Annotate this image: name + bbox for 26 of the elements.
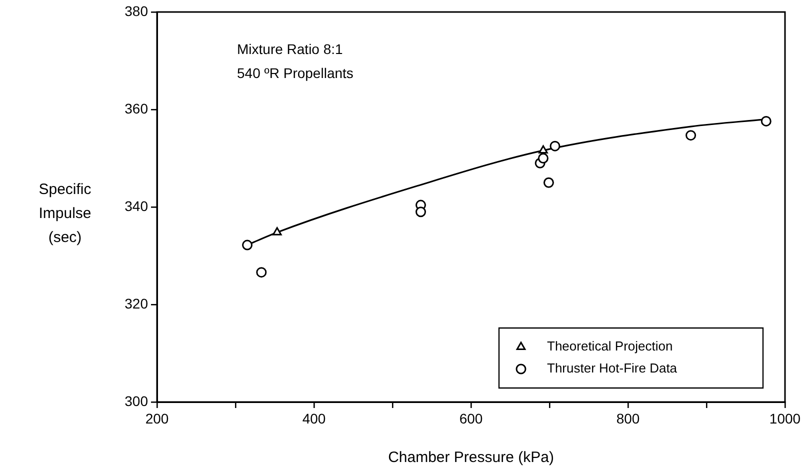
legend-label: Thruster Hot-Fire Data: [547, 360, 678, 376]
point: [550, 140, 560, 152]
annotation: Mixture Ratio 8:1: [237, 40, 344, 57]
point: [256, 267, 267, 278]
point: [543, 177, 554, 188]
y-tick-label: 300: [124, 392, 148, 409]
point: [760, 116, 772, 126]
point: [242, 240, 253, 250]
y-tick-label: 360: [124, 100, 148, 116]
point: [272, 227, 282, 236]
x-tick-label: 800: [616, 410, 640, 426]
point: [686, 130, 696, 141]
x-tick-label: 1000: [769, 410, 801, 426]
annotation: 540 ºR Propellants: [237, 64, 354, 81]
y-tick-label: 380: [124, 2, 148, 19]
y-tick-label: 320: [124, 295, 148, 312]
point: [538, 145, 548, 154]
x-tick-label: 200: [145, 410, 169, 426]
y-tick-label: 340: [124, 198, 148, 214]
legend-label: Theoretical Projection: [547, 338, 673, 354]
x-tick-label: 600: [459, 410, 483, 426]
x-axis-title: Chamber Pressure (kPa): [388, 449, 554, 466]
x-tick-label: 400: [302, 410, 326, 426]
point: [538, 153, 548, 164]
point: [416, 206, 426, 218]
y-axis-title: Specific Impulse (sec): [38, 180, 92, 248]
